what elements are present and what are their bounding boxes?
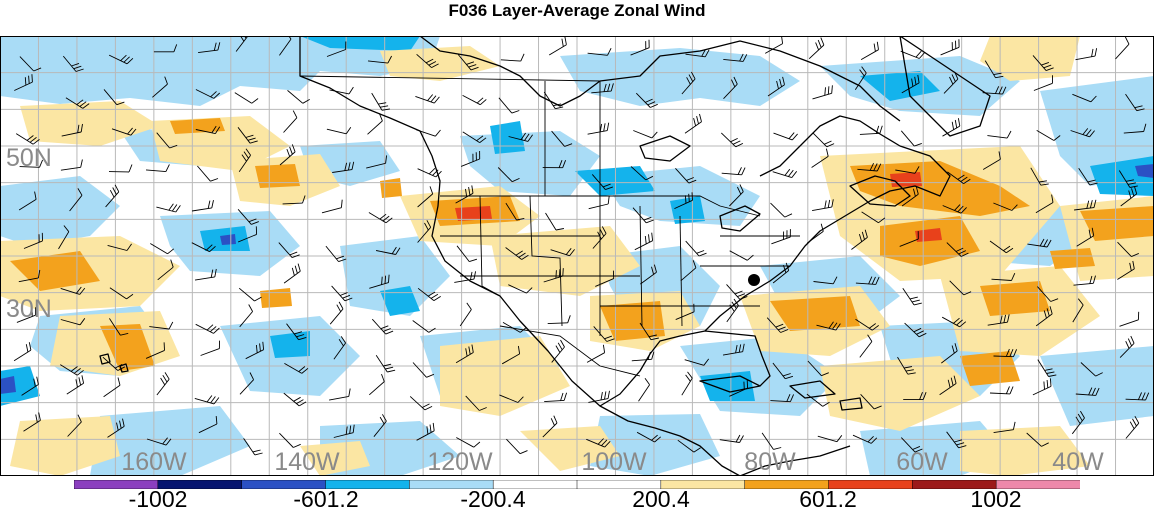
colorbar-label-4: 601.2 bbox=[799, 486, 857, 512]
colorbar-label-1: -601.2 bbox=[293, 486, 358, 512]
lon-label-40w: 40W bbox=[1052, 448, 1104, 476]
colorbar-label-0: -1002 bbox=[129, 486, 188, 512]
map-title: F036 Layer-Average Zonal Wind bbox=[0, 0, 1154, 30]
lat-label-50n: 50N bbox=[6, 144, 52, 172]
colorbar-swatches bbox=[74, 480, 1080, 489]
lon-label-160w: 160W bbox=[121, 448, 187, 476]
lon-label-80w: 80W bbox=[744, 448, 796, 476]
lon-label-140w: 140W bbox=[274, 448, 340, 476]
lon-label-100w: 100W bbox=[581, 448, 647, 476]
lon-label-60w: 60W bbox=[896, 448, 948, 476]
colorbar-label-2: -200.4 bbox=[460, 486, 525, 512]
map-canvas: 50N 30N 160W 140W 120W 100W 80W 60W 40W bbox=[0, 36, 1154, 476]
colorbar-label-3: 200.4 bbox=[632, 486, 690, 512]
colorbar bbox=[74, 480, 1080, 489]
colorbar-label-5: 1002 bbox=[970, 486, 1021, 512]
lat-label-30n: 30N bbox=[6, 295, 52, 323]
lon-label-120w: 120W bbox=[427, 448, 493, 476]
map-panel: 50N 30N 160W 140W 120W 100W 80W 60W 40W bbox=[0, 36, 1154, 476]
location-marker bbox=[748, 274, 760, 286]
